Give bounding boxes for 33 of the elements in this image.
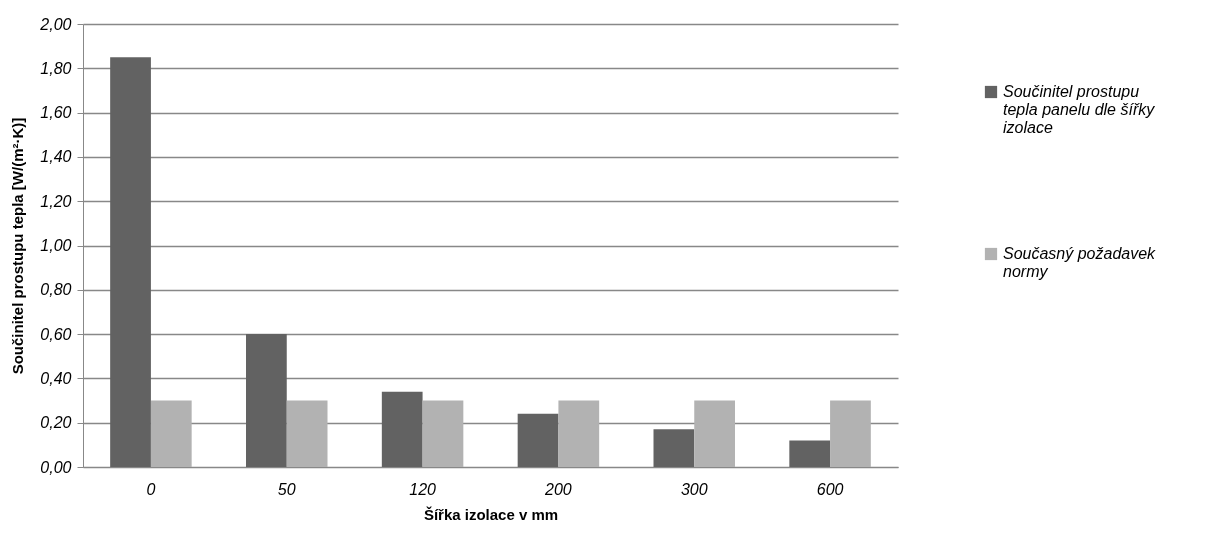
bar — [381, 391, 423, 467]
bar — [694, 400, 735, 467]
y-tick-label: 2,00 — [39, 15, 72, 33]
bar — [110, 57, 151, 467]
bar — [558, 400, 600, 467]
y-tick-label: 1,00 — [40, 237, 72, 254]
bar — [246, 334, 287, 467]
y-tick-label: 0,80 — [40, 281, 72, 299]
y-tick-label: 1,40 — [40, 148, 72, 166]
y-tick-label: 0,20 — [40, 414, 72, 432]
x-tick-label: 0 — [146, 480, 156, 498]
y-axis-title: Součinitel prostupu tepla [W/(m²·K)] — [9, 117, 27, 375]
bar — [830, 400, 871, 467]
x-tick-label: 600 — [816, 480, 844, 498]
x-axis-title: Šířka izolace v mm — [423, 505, 559, 523]
y-tick-label: 1,60 — [40, 104, 72, 122]
x-tick-label: 200 — [544, 480, 572, 498]
bar — [150, 400, 192, 467]
bar — [653, 429, 695, 467]
legend-label: Současný požadavek normy — [1003, 245, 1157, 280]
y-tick-label: 0,60 — [40, 325, 72, 343]
y-tick-label: 1,80 — [40, 59, 72, 77]
bar — [422, 400, 464, 467]
y-tick-label: 0,00 — [40, 458, 72, 476]
legend-label: Součinitel prostupu tepla panelu dle šířky izolace — [1003, 83, 1156, 136]
y-tick-label: 1,20 — [40, 192, 72, 210]
x-tick-label: 120 — [409, 480, 437, 498]
y-tick-label: 0,40 — [40, 369, 72, 387]
bar — [286, 400, 328, 467]
bar — [789, 440, 831, 467]
bar — [517, 413, 559, 467]
x-tick-label: 300 — [680, 480, 708, 498]
x-tick-label: 50 — [277, 480, 296, 498]
